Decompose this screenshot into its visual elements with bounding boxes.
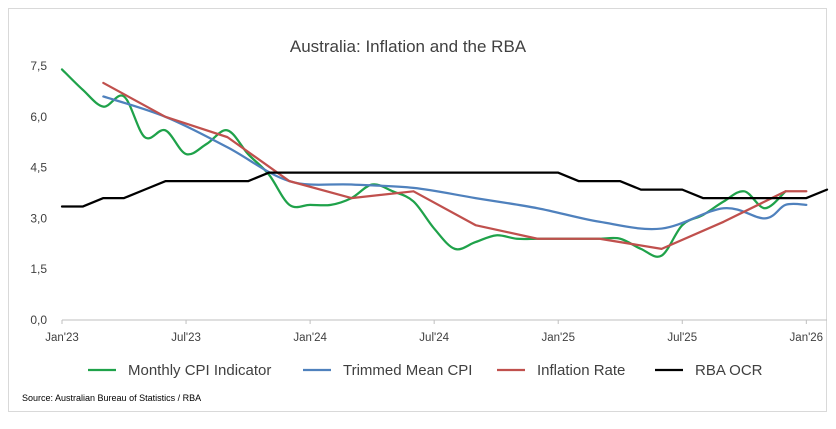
- x-tick-label: Jan'24: [293, 332, 327, 344]
- series-lines: [60, 68, 829, 258]
- x-tick-label: Jul'24: [419, 332, 449, 344]
- chart-frame: [8, 8, 827, 412]
- series-line-monthly-cpi-indicator: [60, 68, 787, 258]
- legend-label-inflation-rate: Inflation Rate: [537, 362, 625, 379]
- y-tick-label: 4,5: [30, 161, 47, 175]
- legend-label-trimmed-mean-cpi: Trimmed Mean CPI: [343, 362, 472, 379]
- legend-label-rba-ocr: RBA OCR: [695, 362, 763, 379]
- series-line-inflation-rate: [102, 81, 808, 251]
- x-tick-label: Jan'23: [45, 332, 79, 344]
- x-tick-label: Jul'25: [667, 332, 697, 344]
- y-tick-label: 0,0: [30, 313, 47, 327]
- chart-title: Australia: Inflation and the RBA: [290, 37, 527, 56]
- y-tick-label: 7,5: [30, 59, 47, 73]
- series-line-rba-ocr: [60, 171, 829, 208]
- x-tick-label: Jan'26: [790, 332, 824, 344]
- series-line-trimmed-mean-cpi: [102, 95, 808, 231]
- legend-label-monthly-cpi-indicator: Monthly CPI Indicator: [128, 362, 271, 379]
- y-tick-label: 1,5: [30, 262, 47, 276]
- source-note: Source: Australian Bureau of Statistics …: [22, 393, 201, 403]
- x-axis-ticks: Jan'23 Jul'23 Jan'24 Jul'24 Jan'25 Jul'25 Jan'…: [45, 320, 823, 344]
- x-tick-label: Jul'23: [171, 332, 201, 344]
- y-tick-label: 6,0: [30, 110, 47, 124]
- y-tick-label: 3,0: [30, 211, 47, 225]
- x-tick-label: Jan'25: [541, 332, 575, 344]
- chart-legend: Monthly CPI Indicator Trimmed Mean CPI Inf…: [88, 362, 763, 379]
- y-axis-ticks: 0,0 1,5 3,0 4,5 6,0 7,5: [30, 59, 47, 327]
